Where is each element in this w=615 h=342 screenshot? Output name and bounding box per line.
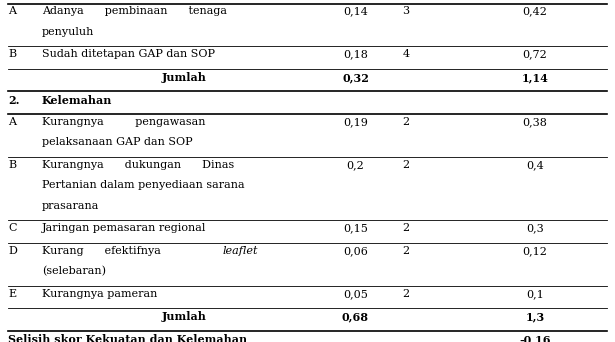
Text: Jumlah: Jumlah (162, 312, 207, 323)
Text: 0,19: 0,19 (343, 117, 368, 127)
Text: 0,32: 0,32 (342, 72, 369, 83)
Text: 0,15: 0,15 (343, 223, 368, 233)
Text: Pertanian dalam penyediaan sarana: Pertanian dalam penyediaan sarana (42, 181, 244, 190)
Text: B: B (8, 160, 16, 170)
Text: 2: 2 (402, 289, 410, 299)
Text: -0,16: -0,16 (519, 334, 551, 342)
Text: penyuluh: penyuluh (42, 27, 94, 37)
Text: prasarana: prasarana (42, 201, 99, 211)
Text: 2: 2 (402, 223, 410, 233)
Text: Kurangnya         pengawasan: Kurangnya pengawasan (42, 117, 205, 127)
Text: A: A (8, 117, 16, 127)
Text: pelaksanaan GAP dan SOP: pelaksanaan GAP dan SOP (42, 137, 192, 147)
Text: 0,05: 0,05 (343, 289, 368, 299)
Text: Kelemahan: Kelemahan (42, 94, 112, 106)
Text: Adanya      pembinaan      tenaga: Adanya pembinaan tenaga (42, 6, 227, 16)
Text: C: C (8, 223, 17, 233)
Text: 0,68: 0,68 (342, 312, 369, 323)
Text: 2: 2 (402, 117, 410, 127)
Text: E: E (8, 289, 16, 299)
Text: 2.: 2. (8, 94, 20, 106)
Text: leaflet: leaflet (222, 246, 258, 256)
Text: 2: 2 (402, 160, 410, 170)
Text: 0,42: 0,42 (523, 6, 547, 16)
Text: B: B (8, 49, 16, 60)
Text: A: A (8, 6, 16, 16)
Text: Selisih skor Kekuatan dan Kelemahan: Selisih skor Kekuatan dan Kelemahan (8, 334, 247, 342)
Text: Kurangnya      dukungan      Dinas: Kurangnya dukungan Dinas (42, 160, 234, 170)
Text: D: D (8, 246, 17, 256)
Text: Jaringan pemasaran regional: Jaringan pemasaran regional (42, 223, 206, 233)
Text: 0,1: 0,1 (526, 289, 544, 299)
Text: 0,4: 0,4 (526, 160, 544, 170)
Text: 3: 3 (402, 6, 410, 16)
Text: 0,2: 0,2 (347, 160, 364, 170)
Text: 0,3: 0,3 (526, 223, 544, 233)
Text: Jumlah: Jumlah (162, 72, 207, 83)
Text: Kurangnya pameran: Kurangnya pameran (42, 289, 157, 299)
Text: 2: 2 (402, 246, 410, 256)
Text: 1,3: 1,3 (525, 312, 545, 323)
Text: 1,14: 1,14 (522, 72, 549, 83)
Text: (selebaran): (selebaran) (42, 266, 106, 277)
Text: Sudah ditetapan GAP dan SOP: Sudah ditetapan GAP dan SOP (42, 49, 215, 60)
Text: 0,18: 0,18 (343, 49, 368, 60)
Text: 0,72: 0,72 (523, 49, 547, 60)
Text: Kurang      efektifnya: Kurang efektifnya (42, 246, 181, 256)
Text: 0,12: 0,12 (523, 246, 547, 256)
Text: 0,38: 0,38 (523, 117, 547, 127)
Text: 4: 4 (402, 49, 410, 60)
Text: 0,14: 0,14 (343, 6, 368, 16)
Text: 0,06: 0,06 (343, 246, 368, 256)
